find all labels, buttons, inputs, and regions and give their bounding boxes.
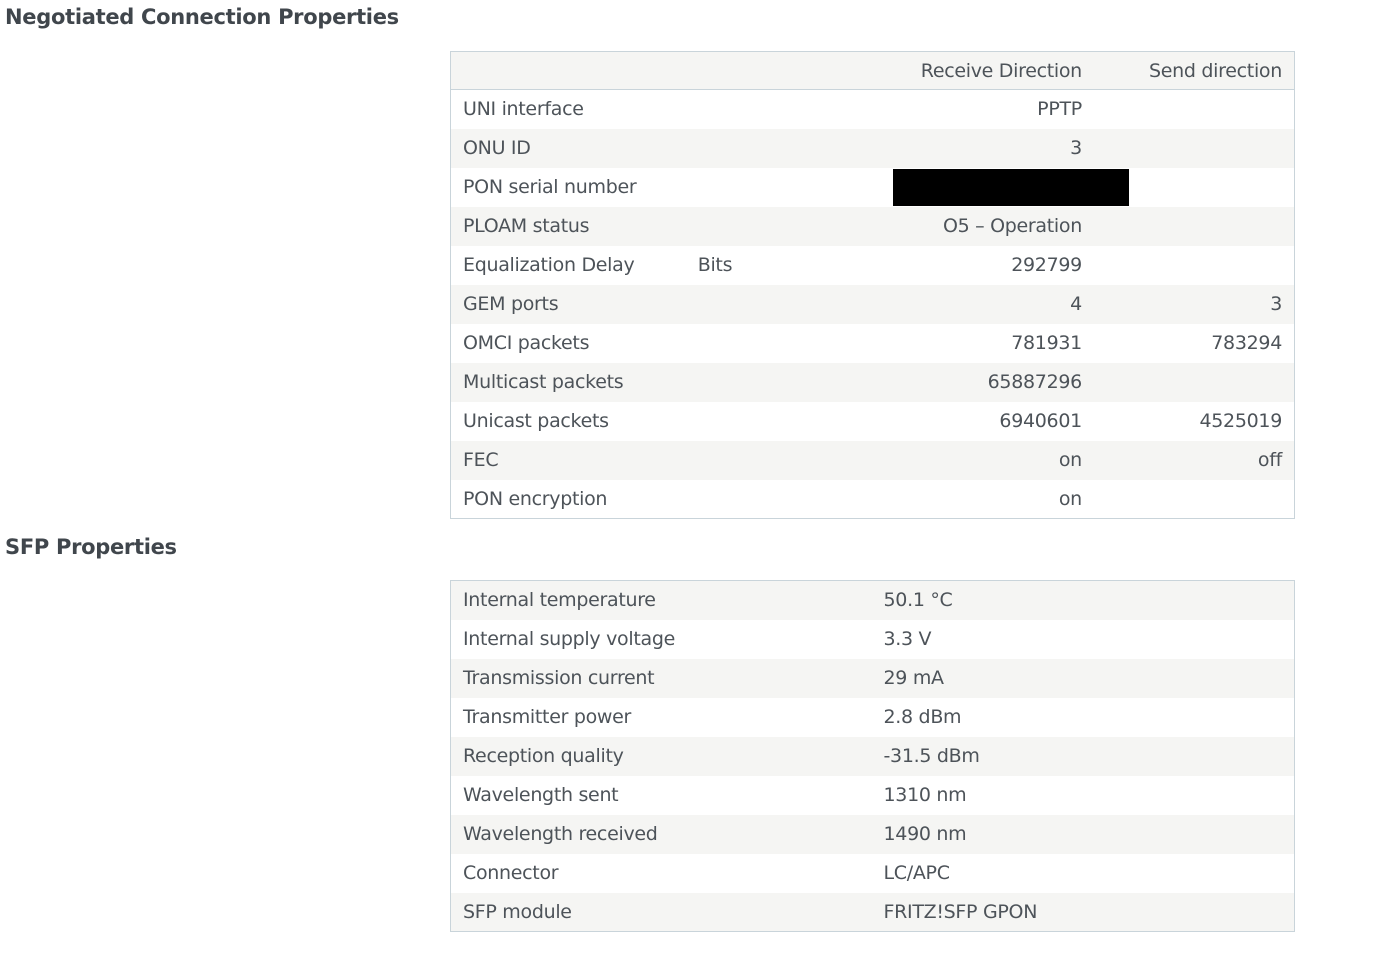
row-value: 29 mA	[883, 667, 945, 689]
row-unit	[686, 324, 881, 363]
receive-value: 6940601	[999, 410, 1082, 432]
table-row: PLOAM status O5 – Operation	[450, 206, 1295, 246]
row-unit	[686, 129, 881, 168]
table-row: Internal supply voltage 3.3 V	[451, 620, 1295, 659]
row-label: Reception quality	[463, 745, 624, 767]
row-label: Wavelength sent	[463, 784, 619, 806]
receive-value: 4	[1070, 293, 1082, 315]
row-unit	[686, 363, 881, 402]
receive-value: 65887296	[987, 371, 1083, 393]
send-value	[1094, 207, 1295, 246]
table-row: Connector LC/APC	[451, 854, 1295, 893]
receive-direction-header: Receive Direction	[920, 59, 1082, 82]
receive-value: 781931	[1011, 332, 1082, 354]
table-row: OMCI packets 781931 783294	[451, 324, 1295, 363]
row-label: FEC	[463, 449, 499, 471]
row-label: Internal temperature	[463, 589, 656, 612]
negotiated-properties-table: Receive Direction Send direction UNI int…	[450, 51, 1295, 519]
table-row: Equalization Delay Bits 292799	[451, 246, 1295, 285]
table-row: Reception quality -31.5 dBm	[450, 736, 1295, 776]
row-label: GEM ports	[463, 293, 559, 315]
row-unit	[686, 168, 881, 207]
send-value: 3	[1270, 293, 1282, 315]
sfp-section-title: SFP Properties	[5, 535, 177, 559]
send-value	[1094, 129, 1295, 168]
row-unit	[686, 207, 881, 246]
row-value: 2.8 dBm	[883, 706, 962, 728]
row-unit	[686, 441, 881, 480]
row-label: Unicast packets	[463, 410, 609, 432]
row-value: -31.5 dBm	[883, 745, 980, 767]
row-unit	[686, 402, 881, 441]
row-label: Connector	[463, 862, 559, 884]
receive-value: 3	[1070, 137, 1082, 159]
row-label: SFP module	[463, 900, 572, 923]
receive-value: O5 – Operation	[942, 215, 1082, 237]
row-label: Multicast packets	[463, 371, 624, 393]
row-label: ONU ID	[463, 137, 531, 159]
table-row: Wavelength received 1490 nm	[450, 814, 1295, 854]
table-row: Transmitter power 2.8 dBm	[451, 698, 1295, 737]
row-unit	[686, 90, 881, 129]
send-value	[1094, 246, 1295, 285]
row-value: 50.1 °C	[883, 589, 953, 612]
table-row: FEC on off	[450, 440, 1295, 480]
row-value: 1490 nm	[883, 823, 967, 845]
send-value: 4525019	[1199, 410, 1282, 432]
row-label: Transmission current	[463, 667, 655, 689]
table-row: GEM ports 4 3	[450, 284, 1295, 324]
receive-value: on	[1058, 487, 1082, 510]
row-value: 3.3 V	[883, 628, 932, 650]
table-row: Internal temperature 50.1 °C	[450, 580, 1295, 620]
table-row: SFP module FRITZ!SFP GPON	[450, 892, 1295, 932]
send-value	[1094, 90, 1295, 129]
row-label: OMCI packets	[463, 332, 590, 354]
row-label: PON encryption	[463, 487, 608, 510]
table-header-row: Receive Direction Send direction	[450, 51, 1295, 90]
row-value: LC/APC	[883, 862, 950, 884]
send-value	[1094, 480, 1295, 519]
receive-value: PPTP	[1037, 98, 1082, 121]
row-unit: Bits	[697, 254, 733, 276]
row-label: Wavelength received	[463, 823, 658, 845]
table-row: ONU ID 3	[450, 128, 1295, 168]
receive-value: on	[1058, 449, 1082, 471]
sfp-properties-table: Internal temperature 50.1 °C Internal sup…	[450, 580, 1295, 932]
send-value	[1094, 363, 1295, 402]
row-label: UNI interface	[463, 98, 584, 121]
row-value: 1310 nm	[883, 784, 967, 806]
table-row: Wavelength sent 1310 nm	[451, 776, 1295, 815]
row-label: Internal supply voltage	[463, 628, 675, 650]
row-unit	[686, 285, 881, 324]
row-label: Transmitter power	[463, 706, 632, 728]
send-value: 783294	[1211, 332, 1282, 354]
table-row: PON encryption on	[451, 480, 1295, 519]
row-value: FRITZ!SFP GPON	[883, 900, 1038, 923]
table-row: Transmission current 29 mA	[450, 658, 1295, 698]
row-label: Equalization Delay	[463, 254, 635, 276]
table-row: UNI interface PPTP	[451, 90, 1295, 129]
table-row: Unicast packets 6940601 4525019	[451, 402, 1295, 441]
row-label: PLOAM status	[463, 215, 590, 237]
negotiated-section-title: Negotiated Connection Properties	[5, 5, 399, 29]
redacted-block	[881, 168, 1129, 207]
table-row: Multicast packets 65887296	[450, 362, 1295, 402]
table-row: PON serial number	[451, 168, 1295, 207]
send-value: off	[1257, 449, 1282, 471]
row-unit	[686, 480, 881, 519]
receive-value: 292799	[1011, 254, 1082, 276]
send-direction-header: Send direction	[1149, 59, 1282, 82]
row-label: PON serial number	[463, 176, 637, 198]
